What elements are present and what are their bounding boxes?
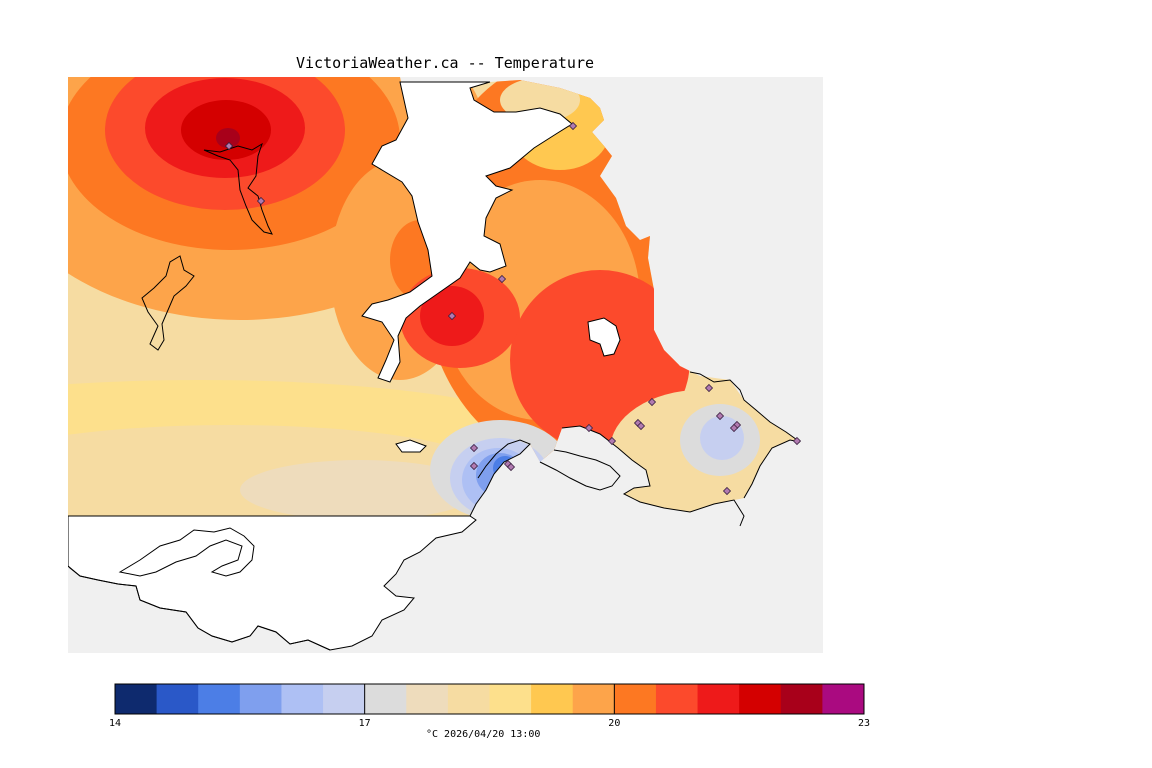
legend-ticks bbox=[114, 684, 865, 714]
map-title: VictoriaWeather.ca -- Temperature bbox=[296, 54, 595, 72]
temperature-field bbox=[68, 77, 800, 516]
contour-sw-beige bbox=[240, 460, 480, 516]
legend-tick-label-2: 20 bbox=[608, 718, 621, 729]
legend-bin-12 bbox=[614, 684, 657, 714]
coastline-northwest bbox=[203, 142, 273, 235]
station-marker-14[interactable] bbox=[636, 421, 646, 431]
station-marker-18[interactable] bbox=[506, 462, 516, 472]
legend-tick-label-3: 23 bbox=[857, 718, 871, 729]
field-contours bbox=[68, 77, 800, 516]
legend-bin-7 bbox=[406, 684, 449, 714]
coastline-bay bbox=[539, 449, 621, 491]
station-marker-2[interactable] bbox=[447, 311, 457, 321]
coastline-harbour bbox=[469, 439, 531, 517]
legend-bin-13 bbox=[655, 684, 699, 714]
legend-bin-2 bbox=[198, 684, 241, 714]
station-marker-19[interactable] bbox=[722, 486, 732, 496]
legend-bin-17 bbox=[822, 684, 865, 714]
station-marker-1[interactable] bbox=[256, 196, 266, 206]
legend-bin-6 bbox=[364, 684, 407, 714]
legend-bin-8 bbox=[447, 684, 490, 714]
station-marker-12[interactable] bbox=[607, 436, 617, 446]
inlet-water bbox=[361, 81, 573, 383]
legend-bin-15 bbox=[739, 684, 782, 714]
lake-water bbox=[587, 317, 621, 357]
station-marker-0[interactable] bbox=[224, 141, 234, 151]
legend-bins bbox=[115, 684, 865, 714]
legend-tick-label-1: 17 bbox=[358, 718, 371, 729]
weather-stations bbox=[224, 121, 802, 496]
station-marker-10[interactable] bbox=[792, 436, 802, 446]
coastline-west-inlet bbox=[141, 255, 195, 351]
station-marker-7[interactable] bbox=[715, 411, 725, 421]
contour-nw-peak bbox=[216, 128, 240, 148]
station-marker-11[interactable] bbox=[584, 423, 594, 433]
legend-bin-3 bbox=[239, 684, 282, 714]
legend-caption: °C 2026/04/20 13:00 bbox=[426, 729, 541, 740]
station-marker-5[interactable] bbox=[647, 397, 657, 407]
station-marker-16[interactable] bbox=[469, 461, 479, 471]
coastline-south bbox=[68, 565, 331, 651]
legend-bin-4 bbox=[281, 684, 324, 714]
legend-tick-label-0: 14 bbox=[108, 718, 122, 729]
legend-bin-11 bbox=[572, 684, 615, 714]
station-marker-15[interactable] bbox=[469, 443, 479, 453]
station-marker-9[interactable] bbox=[729, 423, 739, 433]
water-bodies bbox=[68, 81, 621, 651]
legend-bin-10 bbox=[531, 684, 574, 714]
legend-bin-14 bbox=[697, 684, 740, 714]
coastline-san-juan bbox=[118, 527, 255, 577]
legend-bin-9 bbox=[489, 684, 532, 714]
legend-bin-16 bbox=[780, 684, 823, 714]
station-marker-6[interactable] bbox=[704, 383, 714, 393]
legend-bin-5 bbox=[323, 684, 366, 714]
station-marker-4[interactable] bbox=[568, 121, 578, 131]
legend-bin-0 bbox=[115, 684, 158, 714]
legend-bin-1 bbox=[156, 684, 199, 714]
island-water bbox=[395, 439, 427, 453]
station-marker-3[interactable] bbox=[497, 274, 507, 284]
